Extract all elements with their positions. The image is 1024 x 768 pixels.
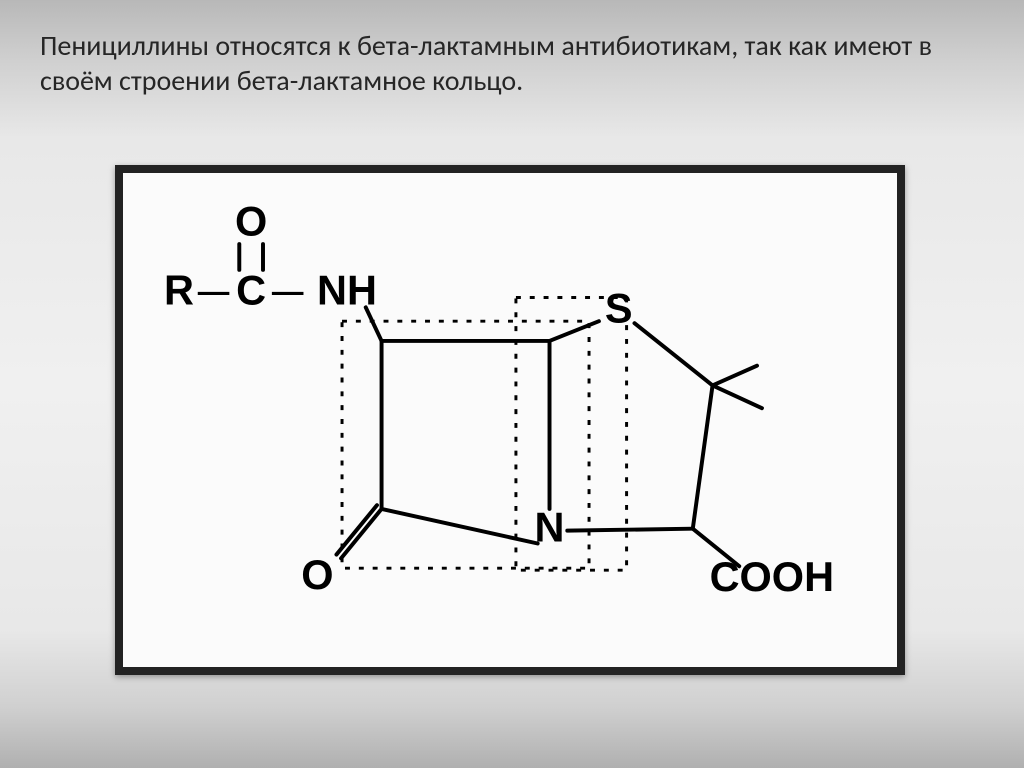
atom-N: N — [535, 504, 565, 551]
atom-COOH: COOH — [710, 553, 834, 600]
bond-c5-me2 — [713, 385, 762, 408]
atom-dash1: — — [198, 273, 230, 309]
atom-dash2: — — [272, 273, 304, 309]
atom-O_dbl: O — [235, 197, 267, 244]
bond-c5-c6 — [693, 385, 713, 528]
atom-S: S — [605, 284, 633, 331]
slide: Пенициллины относятся к бета-лактамным а… — [0, 0, 1024, 768]
bond-c4-o-a — [341, 509, 382, 558]
bond-c5-me1 — [713, 366, 757, 386]
penicillin-structure-svg: R—C—ONHNOSCOOH — [123, 173, 897, 667]
atom-O_ketone: O — [301, 551, 333, 598]
atom-C: C — [236, 266, 266, 313]
bond-n-c4 — [382, 509, 538, 544]
bond-c6-n — [567, 529, 692, 531]
atom-NH: NH — [317, 266, 377, 313]
atom-R: R — [164, 266, 194, 313]
chemical-diagram-frame: R—C—ONHNOSCOOH — [115, 165, 905, 675]
bond-c2-s — [550, 321, 599, 341]
bond-s-c5 — [634, 323, 712, 385]
slide-caption: Пенициллины относятся к бета-лактамным а… — [40, 28, 984, 98]
